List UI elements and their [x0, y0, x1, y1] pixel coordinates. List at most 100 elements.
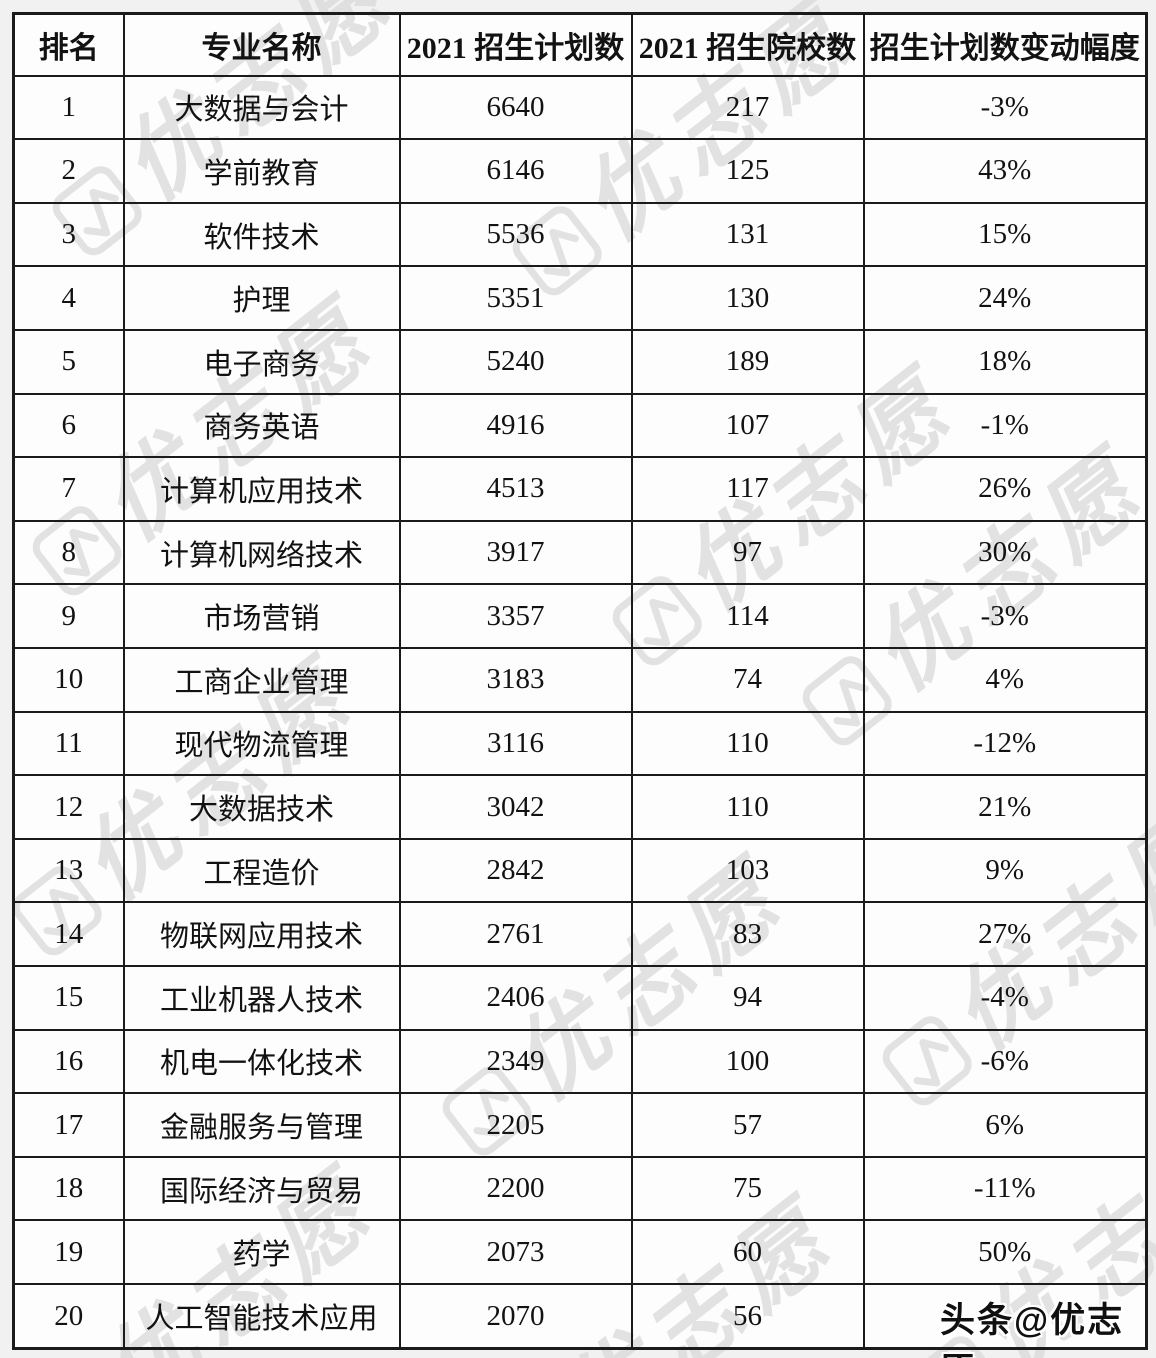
change-cell: -12% — [862, 710, 1148, 777]
major-cell: 市场营销 — [122, 583, 401, 649]
plan-cell: 2073 — [398, 1219, 633, 1286]
rank-cell: 19 — [12, 1219, 125, 1286]
major-cell: 商务英语 — [122, 392, 401, 459]
table-row: 13 工程造价 2842 103 9% — [12, 837, 1148, 904]
schools-cell: 100 — [630, 1028, 865, 1095]
plan-cell: 3042 — [398, 774, 633, 840]
rank-cell: 11 — [12, 710, 125, 777]
table-row: 8 计算机网络技术 3917 97 30% — [12, 519, 1148, 586]
schools-cell: 75 — [630, 1155, 865, 1222]
change-cell: 27% — [862, 901, 1148, 968]
schools-cell: 83 — [630, 901, 865, 968]
major-cell: 工商企业管理 — [122, 646, 401, 713]
plan-cell: 2205 — [398, 1092, 633, 1158]
rank-cell: 10 — [12, 646, 125, 713]
header-schools: 2021 招生院校数 — [630, 12, 865, 77]
table-row: 2 学前教育 6146 125 43% — [12, 138, 1148, 204]
rank-cell: 15 — [12, 965, 125, 1031]
schools-cell: 110 — [630, 710, 865, 777]
table-row: 3 软件技术 5536 131 15% — [12, 201, 1148, 268]
plan-cell: 2761 — [398, 901, 633, 968]
plan-cell: 5240 — [398, 328, 633, 395]
rank-cell: 18 — [12, 1155, 125, 1222]
rank-cell: 9 — [12, 583, 125, 649]
major-cell: 大数据与会计 — [122, 74, 401, 141]
schools-cell: 56 — [630, 1283, 865, 1350]
schools-cell: 189 — [630, 328, 865, 395]
table-row: 18 国际经济与贸易 2200 75 -11% — [12, 1155, 1148, 1222]
plan-cell: 6146 — [398, 138, 633, 204]
schools-cell: 110 — [630, 774, 865, 840]
rank-cell: 8 — [12, 519, 125, 586]
table-row: 9 市场营销 3357 114 -3% — [12, 583, 1148, 649]
schools-cell: 130 — [630, 265, 865, 331]
change-cell: 18% — [862, 328, 1148, 395]
major-cell: 机电一体化技术 — [122, 1028, 401, 1095]
header-change: 招生计划数变动幅度 — [862, 12, 1148, 77]
table-row: 15 工业机器人技术 2406 94 -4% — [12, 965, 1148, 1031]
plan-cell: 6640 — [398, 74, 633, 141]
major-cell: 软件技术 — [122, 201, 401, 268]
rank-cell: 7 — [12, 456, 125, 522]
change-cell: -6% — [862, 1028, 1148, 1095]
plan-cell: 2349 — [398, 1028, 633, 1095]
table-row: 12 大数据技术 3042 110 21% — [12, 774, 1148, 840]
major-ranking-table: 排名 专业名称 2021 招生计划数 2021 招生院校数 招生计划数变动幅度 … — [12, 12, 1148, 1350]
schools-cell: 217 — [630, 74, 865, 141]
plan-cell: 3917 — [398, 519, 633, 586]
rank-cell: 1 — [12, 74, 125, 141]
schools-cell: 57 — [630, 1092, 865, 1158]
schools-cell: 94 — [630, 965, 865, 1031]
plan-cell: 3357 — [398, 583, 633, 649]
change-cell: -11% — [862, 1155, 1148, 1222]
major-cell: 物联网应用技术 — [122, 901, 401, 968]
table-row: 5 电子商务 5240 189 18% — [12, 328, 1148, 395]
change-cell — [862, 1283, 1148, 1350]
major-cell: 电子商务 — [122, 328, 401, 395]
table-row: 19 药学 2073 60 50% — [12, 1219, 1148, 1286]
major-cell: 工业机器人技术 — [122, 965, 401, 1031]
major-cell: 学前教育 — [122, 138, 401, 204]
table-row: 7 计算机应用技术 4513 117 26% — [12, 456, 1148, 522]
major-cell: 人工智能技术应用 — [122, 1283, 401, 1350]
rank-cell: 2 — [12, 138, 125, 204]
change-cell: 43% — [862, 138, 1148, 204]
major-cell: 现代物流管理 — [122, 710, 401, 777]
schools-cell: 117 — [630, 456, 865, 522]
major-cell: 药学 — [122, 1219, 401, 1286]
table-row: 11 现代物流管理 3116 110 -12% — [12, 710, 1148, 777]
plan-cell: 2406 — [398, 965, 633, 1031]
table-row: 16 机电一体化技术 2349 100 -6% — [12, 1028, 1148, 1095]
rank-cell: 16 — [12, 1028, 125, 1095]
change-cell: 30% — [862, 519, 1148, 586]
rank-cell: 5 — [12, 328, 125, 395]
change-cell: 9% — [862, 837, 1148, 904]
schools-cell: 103 — [630, 837, 865, 904]
header-plan: 2021 招生计划数 — [398, 12, 633, 77]
rank-cell: 12 — [12, 774, 125, 840]
major-cell: 金融服务与管理 — [122, 1092, 401, 1158]
plan-cell: 3116 — [398, 710, 633, 777]
major-cell: 护理 — [122, 265, 401, 331]
rank-cell: 3 — [12, 201, 125, 268]
schools-cell: 131 — [630, 201, 865, 268]
major-cell: 国际经济与贸易 — [122, 1155, 401, 1222]
rank-cell: 20 — [12, 1283, 125, 1350]
major-cell: 计算机网络技术 — [122, 519, 401, 586]
plan-cell: 3183 — [398, 646, 633, 713]
schools-cell: 74 — [630, 646, 865, 713]
change-cell: 26% — [862, 456, 1148, 522]
change-cell: 15% — [862, 201, 1148, 268]
schools-cell: 125 — [630, 138, 865, 204]
plan-cell: 2070 — [398, 1283, 633, 1350]
change-cell: -3% — [862, 583, 1148, 649]
schools-cell: 114 — [630, 583, 865, 649]
change-cell: -1% — [862, 392, 1148, 459]
plan-cell: 5351 — [398, 265, 633, 331]
table-row: 17 金融服务与管理 2205 57 6% — [12, 1092, 1148, 1158]
header-major: 专业名称 — [122, 12, 401, 77]
plan-cell: 2200 — [398, 1155, 633, 1222]
rank-cell: 14 — [12, 901, 125, 968]
change-cell: -3% — [862, 74, 1148, 141]
